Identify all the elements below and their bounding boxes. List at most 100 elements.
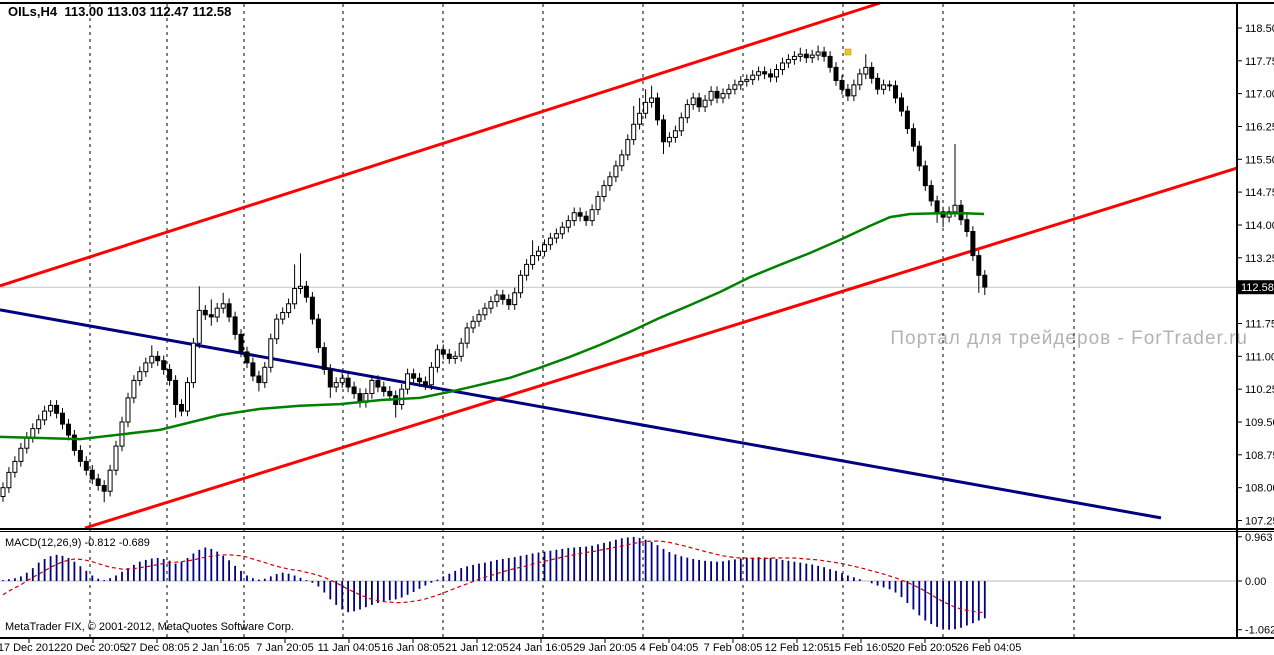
price-axis-label: 113.25 <box>1245 253 1274 265</box>
candle <box>506 298 512 306</box>
candle <box>696 97 702 108</box>
macd-scale-label: -1.062 <box>1245 625 1274 637</box>
candle <box>238 333 244 353</box>
candle <box>666 136 672 143</box>
candle <box>161 360 167 371</box>
candle <box>952 204 958 213</box>
price-axis-label: 108.75 <box>1245 450 1274 462</box>
time-axis-label: 20 Dec 20:05 <box>60 642 125 654</box>
candle <box>292 288 298 305</box>
yellow-marker-icon[interactable] <box>844 48 852 56</box>
candle <box>643 101 649 114</box>
candle <box>71 434 77 451</box>
candle <box>583 215 589 222</box>
candle <box>839 80 845 90</box>
candle <box>887 84 893 87</box>
pane-separator[interactable] <box>0 528 1274 530</box>
candle <box>964 219 970 232</box>
time-axis-label: 11 Jan 04:05 <box>318 642 381 654</box>
candle <box>928 185 934 202</box>
candle <box>262 366 268 384</box>
candle <box>6 471 12 489</box>
candle <box>137 371 143 382</box>
trendline-channel-upper[interactable] <box>0 1 881 288</box>
candle <box>809 54 815 59</box>
candle <box>196 309 202 344</box>
candle <box>702 99 708 108</box>
candle <box>446 353 452 360</box>
candle <box>881 84 887 90</box>
candle <box>589 209 595 222</box>
candle <box>910 128 916 147</box>
copyright-text: MetaTrader FIX, © 2001-2012, MetaQuotes … <box>5 621 294 633</box>
candle <box>149 355 155 364</box>
candle <box>863 66 869 75</box>
candle <box>173 379 179 405</box>
candle <box>387 390 393 397</box>
candle <box>0 487 6 498</box>
price-axis-label: 115.50 <box>1245 154 1274 166</box>
candle <box>756 71 762 76</box>
candle <box>167 369 173 381</box>
candle <box>631 123 637 141</box>
candle <box>405 373 411 390</box>
candle <box>190 342 196 384</box>
candle <box>244 351 250 364</box>
candle <box>482 307 488 316</box>
candle <box>101 485 107 492</box>
candle <box>738 80 744 86</box>
candle <box>42 410 48 421</box>
candle <box>77 450 83 462</box>
candle <box>726 88 732 95</box>
trendline-channel-lower[interactable] <box>84 166 1238 530</box>
candle <box>179 404 184 412</box>
candle <box>875 77 881 90</box>
candle <box>315 318 321 349</box>
time-axis-label: 29 Jan 20:05 <box>573 642 637 654</box>
candle <box>595 196 601 211</box>
time-axis-label: 26 Feb 04:05 <box>957 642 1022 654</box>
time-axis-label: 2 Jan 16:05 <box>192 642 250 654</box>
candle <box>553 233 559 239</box>
candle <box>208 314 214 318</box>
candle <box>89 469 95 480</box>
candle <box>351 386 357 395</box>
candle <box>125 397 131 423</box>
time-axis-label: 16 Jan 08:05 <box>381 642 445 654</box>
price-axis-label: 111.75 <box>1245 319 1274 331</box>
trendline-objects <box>0 1 1238 530</box>
time-axis-separator <box>0 637 1274 639</box>
candle <box>542 244 547 252</box>
candle <box>24 436 30 449</box>
candle <box>815 51 821 56</box>
candle <box>339 377 345 384</box>
candle <box>303 285 309 298</box>
candle <box>934 200 940 213</box>
candle <box>268 338 274 368</box>
candle <box>417 377 422 383</box>
candle <box>684 104 690 119</box>
candle <box>625 139 631 156</box>
time-axis-label: 20 Feb 20:05 <box>893 642 958 654</box>
candle <box>202 309 208 316</box>
candle <box>411 373 417 379</box>
current-price-tag-text: 112.58 <box>1241 282 1274 294</box>
candle <box>286 303 292 314</box>
candle <box>559 226 565 235</box>
macd-pane[interactable] <box>0 536 1237 630</box>
candle <box>904 110 910 130</box>
candle <box>524 263 530 276</box>
candle <box>821 51 827 57</box>
price-axis[interactable]: 118.50 117.75 117.00 116.25 115.50 114.75 114.… <box>1237 23 1274 637</box>
time-axis-label: 4 Feb 04:05 <box>640 642 699 654</box>
moving-average-line[interactable] <box>0 211 985 441</box>
candle <box>512 292 518 306</box>
candle <box>280 312 286 320</box>
candle <box>500 294 506 300</box>
candle <box>762 71 768 75</box>
candle <box>750 74 756 81</box>
trendline-descending-blue[interactable] <box>0 308 1162 520</box>
